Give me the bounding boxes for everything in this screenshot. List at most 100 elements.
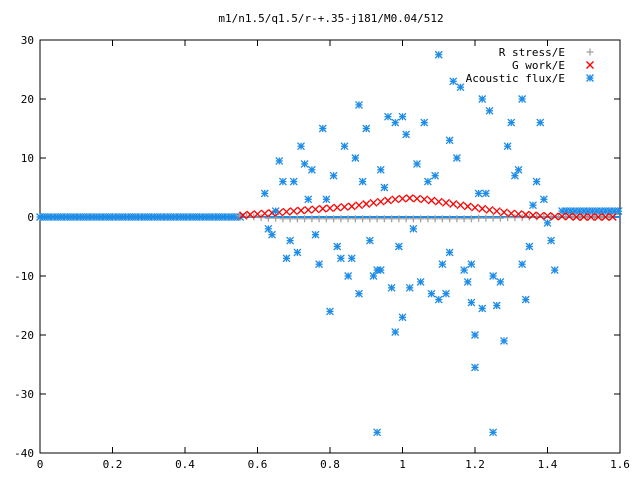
acoustic-flux-point [387,283,396,292]
r-stress-point [453,215,461,223]
g-work-point [601,213,610,221]
y-tick-label: 10 [21,152,34,165]
acoustic-flux-point [507,118,516,127]
g-work-point [376,197,385,206]
x-tick-label: 0.2 [103,458,123,471]
g-work-point [543,211,552,220]
g-work-point [297,206,305,215]
r-stress-point [315,215,323,223]
g-work-point [326,204,334,213]
legend-label: G work/E [512,59,565,72]
r-stress-point [380,215,388,223]
g-work-point [565,212,574,221]
g-work-point [369,198,378,207]
acoustic-flux-point [369,272,378,280]
acoustic-flux-point [391,118,400,127]
r-stress-point [467,215,475,223]
acoustic-flux-point [326,307,334,316]
g-work-point [304,205,313,214]
g-work-point [514,210,523,219]
acoustic-flux-point [474,189,483,198]
acoustic-flux-point [543,218,552,227]
acoustic-flux-point [329,171,338,180]
acoustic-flux-point [478,95,487,103]
acoustic-flux-point [427,289,436,298]
acoustic-flux-point [344,272,353,280]
r-stress-point [460,215,468,223]
acoustic-flux-point [268,230,276,239]
acoustic-flux-point [521,295,530,304]
acoustic-flux-point [514,165,523,174]
r-stress-point [417,215,425,223]
acoustic-flux-point [282,254,291,263]
g-work-point [471,203,479,212]
g-work-point [347,202,356,211]
x-tick-label: 0.8 [320,458,340,471]
r-stress-point [286,215,294,223]
acoustic-flux-point [467,260,476,269]
acoustic-flux-point [340,142,349,151]
r-stress-point [373,215,381,223]
acoustic-flux-point [398,313,407,322]
acoustic-flux-point [503,142,512,151]
r-stress-point [446,215,454,223]
acoustic-flux-point [434,50,443,59]
y-tick-label: -40 [14,447,34,460]
acoustic-flux-point [438,260,447,269]
plot-frame [39,39,621,454]
r-stress-point [583,213,591,221]
g-work-point [413,194,421,203]
acoustic-flux-point [471,363,479,372]
r-stress-point [511,214,519,222]
legend-marker [586,48,594,56]
g-work-point [318,204,327,213]
r-stress-point [395,215,403,223]
acoustic-flux-point [423,177,432,186]
g-work-point [260,209,269,218]
r-stress-point [330,215,338,223]
g-work-point [384,196,392,205]
r-stress-point [496,214,504,222]
g-work-point [463,202,472,211]
r-stress-point [301,215,309,223]
acoustic-flux-point [315,260,324,269]
acoustic-flux-point [413,159,421,168]
acoustic-flux-point [463,277,472,286]
acoustic-flux-point [275,156,284,165]
g-work-point [485,205,494,214]
g-work-point [282,207,291,216]
acoustic-flux-point [347,254,356,263]
g-work-point [500,208,508,217]
g-work-point [608,213,617,221]
acoustic-flux-point [518,95,527,103]
g-work-point [478,204,487,213]
y-tick-label: 30 [21,34,34,47]
acoustic-flux-point [307,165,316,174]
acoustic-flux-point [550,266,559,275]
acoustic-flux-point [460,266,469,275]
acoustic-flux-point [297,142,305,151]
acoustic-flux-point [322,195,331,204]
y-tick-label: 0 [27,211,34,224]
chart-title: m1/n1.5/q1.5/r-+.35-j181/M0.04/512 [218,12,443,25]
g-work-point [340,203,349,211]
r-stress-point [322,215,330,223]
legend-marker [586,61,594,69]
r-stress-point [576,213,584,221]
acoustic-flux-point [485,106,494,115]
acoustic-flux-point [536,118,545,127]
acoustic-flux-point [547,236,556,245]
x-tick-label: 1.6 [610,458,630,471]
acoustic-flux-point [431,171,440,180]
g-work-point [572,213,581,221]
acoustic-flux-point [300,159,309,168]
acoustic-flux-point [442,289,450,298]
y-tick-label: -10 [14,270,34,283]
acoustic-flux-point [409,224,418,233]
g-work-point [449,200,458,208]
g-work-point [492,207,501,216]
r-stress-point [293,215,301,223]
g-work-point [442,198,450,207]
acoustic-flux-point [500,336,508,345]
